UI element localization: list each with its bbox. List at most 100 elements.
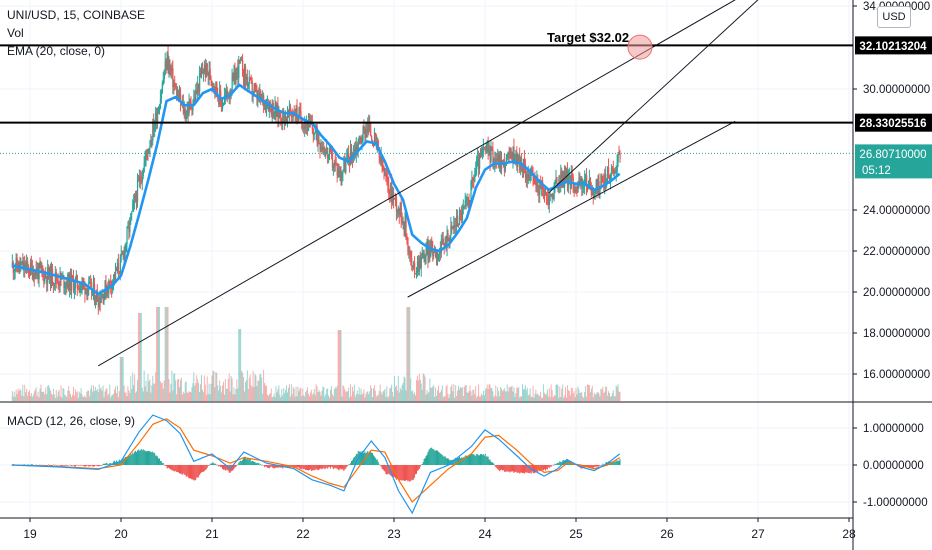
macd-histogram-bar: [423, 459, 425, 465]
macd-histogram-bar: [457, 456, 459, 465]
candle-body: [164, 61, 166, 75]
volume-bar: [516, 387, 518, 402]
macd-histogram-bar: [223, 465, 225, 470]
macd-histogram-bar: [45, 465, 47, 466]
volume-bar: [291, 394, 293, 402]
candle-body: [382, 166, 384, 170]
price-level-tag-bg: [855, 36, 932, 55]
candle-body: [296, 107, 298, 118]
macd-histogram-bar: [252, 460, 254, 465]
volume-bar: [200, 375, 202, 402]
volume-bar: [600, 388, 602, 402]
macd-histogram-bar: [329, 465, 331, 467]
legend-macd: MACD (12, 26, close, 9): [7, 414, 136, 428]
candle-body: [409, 251, 411, 253]
candle-body: [298, 108, 300, 121]
macd-histogram-bar: [106, 462, 108, 465]
macd-histogram-bar: [367, 451, 369, 465]
macd-histogram-bar: [254, 461, 256, 465]
macd-histogram-bar: [384, 465, 386, 472]
macd-histogram-bar: [546, 465, 548, 470]
candle-body: [371, 136, 373, 140]
volume-bar: [64, 394, 66, 402]
candle-body: [114, 274, 116, 279]
volume-bar: [18, 391, 20, 402]
candle-body: [597, 181, 599, 193]
macd-histogram-bar: [165, 465, 167, 467]
macd-histogram-bar: [488, 459, 490, 465]
candle-body: [321, 147, 323, 150]
volume-bar: [78, 391, 80, 402]
volume-bar: [580, 392, 582, 402]
volume-bar: [341, 396, 343, 402]
volume-bar: [177, 379, 179, 402]
volume-bar: [102, 385, 104, 402]
volume-bar: [598, 393, 600, 402]
macd-histogram-bar: [471, 453, 473, 465]
candle-body: [451, 225, 453, 227]
volume-bar: [595, 394, 597, 402]
macd-histogram-bar: [159, 460, 161, 465]
macd-histogram-bar: [55, 465, 57, 466]
volume-bar: [467, 392, 469, 402]
macd-histogram-bar: [584, 465, 586, 469]
macd-histogram-bar: [374, 457, 376, 465]
volume-bar: [273, 393, 275, 402]
volume-bar: [490, 388, 492, 402]
candle-body: [35, 269, 37, 275]
volume-bar: [255, 375, 257, 402]
candle-body: [182, 101, 185, 113]
macd-histogram-bar: [97, 465, 99, 467]
macd-histogram-bar: [167, 465, 169, 468]
volume-bar: [276, 392, 278, 402]
volume-bar: [192, 383, 194, 402]
macd-histogram-bar: [276, 465, 278, 469]
candle-body: [291, 114, 293, 118]
macd-histogram-bar: [160, 461, 162, 465]
volume-bar: [23, 396, 25, 402]
candle-body: [342, 170, 344, 174]
candle-body: [355, 144, 357, 154]
macd-histogram-bar: [261, 465, 263, 466]
volume-bar: [143, 370, 145, 402]
candle-body: [125, 244, 127, 246]
volume-bar: [560, 396, 562, 402]
macd-histogram-bar: [205, 465, 207, 470]
currency-badge[interactable]: USD: [877, 6, 911, 28]
volume-bar: [118, 391, 120, 402]
macd-histogram-bar: [439, 453, 441, 465]
macd-histogram-bar: [381, 465, 383, 469]
volume-bar: [38, 397, 40, 402]
macd-histogram-bar: [169, 465, 171, 470]
candle-body: [135, 195, 137, 199]
macd-histogram-bar: [300, 465, 302, 469]
volume-bar: [258, 380, 260, 402]
candle-body: [130, 213, 132, 218]
candle-body: [253, 88, 255, 94]
candle-body: [435, 248, 437, 258]
candle-body: [564, 172, 566, 187]
volume-bar: [248, 377, 250, 402]
volume-bar: [554, 395, 556, 402]
macd-histogram-bar: [416, 465, 418, 471]
candle-body: [59, 273, 61, 285]
macd-histogram-bar: [566, 459, 568, 465]
candle-body: [167, 52, 169, 70]
macd-histogram-bar: [183, 465, 185, 475]
volume-bar: [221, 392, 223, 402]
macd-histogram-bar: [142, 449, 144, 465]
candle-body: [351, 148, 353, 155]
macd-histogram-bar: [161, 462, 163, 465]
candle-body: [458, 223, 460, 226]
macd-histogram-bar: [75, 464, 77, 466]
volume-bar: [463, 386, 465, 402]
volume-bar: [122, 357, 124, 402]
macd-histogram-bar: [77, 465, 79, 466]
candle-body: [95, 291, 98, 302]
volume-bar: [493, 396, 495, 402]
candle-body: [121, 253, 123, 255]
candle-body: [358, 136, 360, 145]
candle-body: [473, 179, 475, 182]
macd-histogram-bar: [534, 465, 536, 473]
